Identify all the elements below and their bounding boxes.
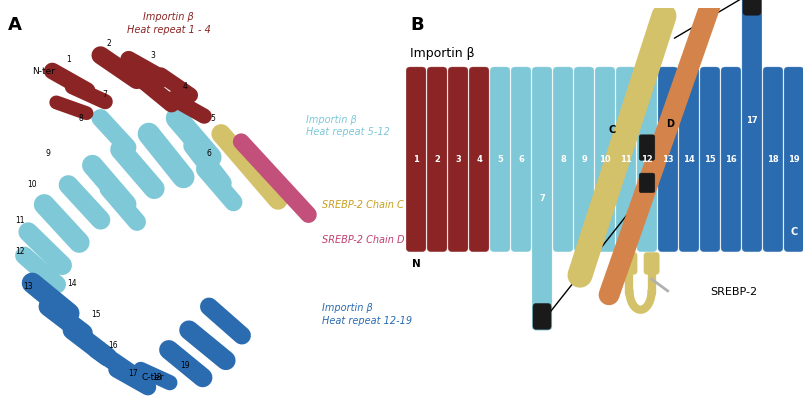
Text: 8: 8 bbox=[78, 114, 83, 123]
Text: 6: 6 bbox=[206, 149, 211, 158]
Text: 5: 5 bbox=[496, 155, 503, 164]
Text: SREBP-2 Chain C: SREBP-2 Chain C bbox=[321, 200, 403, 209]
FancyBboxPatch shape bbox=[699, 67, 719, 252]
Text: 7: 7 bbox=[539, 194, 544, 203]
Text: D: D bbox=[666, 119, 674, 129]
FancyBboxPatch shape bbox=[638, 173, 654, 193]
Text: 2: 2 bbox=[434, 155, 439, 164]
FancyBboxPatch shape bbox=[426, 67, 446, 252]
FancyBboxPatch shape bbox=[741, 0, 761, 252]
FancyBboxPatch shape bbox=[720, 67, 740, 252]
Text: 2: 2 bbox=[106, 39, 111, 48]
FancyBboxPatch shape bbox=[742, 0, 760, 15]
Text: 4: 4 bbox=[475, 155, 481, 164]
FancyBboxPatch shape bbox=[573, 67, 593, 252]
Text: SREBP-2 Chain D: SREBP-2 Chain D bbox=[321, 235, 404, 245]
FancyBboxPatch shape bbox=[783, 67, 803, 252]
FancyBboxPatch shape bbox=[552, 67, 573, 252]
FancyBboxPatch shape bbox=[658, 67, 677, 252]
FancyBboxPatch shape bbox=[511, 67, 530, 252]
FancyBboxPatch shape bbox=[762, 67, 782, 252]
Text: Importin β
Heat repeat 12-19: Importin β Heat repeat 12-19 bbox=[321, 303, 411, 326]
Text: 7: 7 bbox=[102, 90, 107, 99]
FancyBboxPatch shape bbox=[532, 303, 550, 329]
Text: C: C bbox=[789, 227, 797, 237]
Text: N: N bbox=[411, 259, 420, 270]
Text: A: A bbox=[8, 16, 22, 34]
Text: N-ter: N-ter bbox=[32, 67, 55, 76]
FancyBboxPatch shape bbox=[532, 67, 551, 330]
Text: 16: 16 bbox=[724, 155, 736, 164]
FancyBboxPatch shape bbox=[615, 67, 635, 252]
FancyBboxPatch shape bbox=[469, 67, 488, 252]
Text: Importin β: Importin β bbox=[410, 47, 474, 61]
Text: C-ter: C-ter bbox=[141, 373, 164, 382]
FancyBboxPatch shape bbox=[447, 67, 467, 252]
Text: 10: 10 bbox=[598, 155, 610, 164]
Text: 3: 3 bbox=[150, 51, 155, 60]
Text: 9: 9 bbox=[46, 149, 51, 158]
Text: 13: 13 bbox=[23, 283, 33, 292]
Text: Importin β
Heat repeat 1 - 4: Importin β Heat repeat 1 - 4 bbox=[127, 12, 210, 34]
FancyBboxPatch shape bbox=[490, 67, 509, 252]
Text: 14: 14 bbox=[683, 155, 694, 164]
FancyBboxPatch shape bbox=[594, 67, 614, 252]
FancyBboxPatch shape bbox=[621, 252, 636, 274]
FancyBboxPatch shape bbox=[638, 135, 654, 160]
Text: 16: 16 bbox=[108, 342, 117, 351]
Text: 1: 1 bbox=[413, 155, 418, 164]
FancyBboxPatch shape bbox=[679, 67, 698, 252]
Text: 15: 15 bbox=[92, 310, 101, 319]
Text: 6: 6 bbox=[517, 155, 524, 164]
Text: 5: 5 bbox=[210, 114, 215, 123]
Text: 12: 12 bbox=[15, 247, 25, 256]
Text: 18: 18 bbox=[766, 155, 778, 164]
Text: 17: 17 bbox=[128, 369, 137, 378]
Text: 1: 1 bbox=[66, 55, 71, 64]
Text: 11: 11 bbox=[15, 216, 25, 225]
Text: 4: 4 bbox=[182, 82, 187, 91]
Text: 11: 11 bbox=[619, 155, 631, 164]
Text: 8: 8 bbox=[560, 155, 565, 164]
FancyBboxPatch shape bbox=[406, 67, 426, 252]
Text: 18: 18 bbox=[152, 373, 161, 382]
FancyBboxPatch shape bbox=[643, 252, 658, 274]
Text: C: C bbox=[608, 125, 615, 135]
Text: 14: 14 bbox=[67, 279, 77, 288]
Text: 17: 17 bbox=[745, 116, 757, 125]
Text: 15: 15 bbox=[703, 155, 715, 164]
Text: Importin β
Heat repeat 5-12: Importin β Heat repeat 5-12 bbox=[305, 115, 389, 137]
Text: 9: 9 bbox=[581, 155, 586, 164]
Text: 10: 10 bbox=[27, 180, 37, 189]
Text: 19: 19 bbox=[180, 361, 190, 370]
Text: 13: 13 bbox=[662, 155, 673, 164]
Text: B: B bbox=[410, 16, 423, 34]
Text: 19: 19 bbox=[787, 155, 799, 164]
Text: 12: 12 bbox=[640, 155, 652, 164]
FancyBboxPatch shape bbox=[636, 67, 656, 252]
Text: SREBP-2: SREBP-2 bbox=[709, 287, 756, 297]
Text: 3: 3 bbox=[454, 155, 460, 164]
